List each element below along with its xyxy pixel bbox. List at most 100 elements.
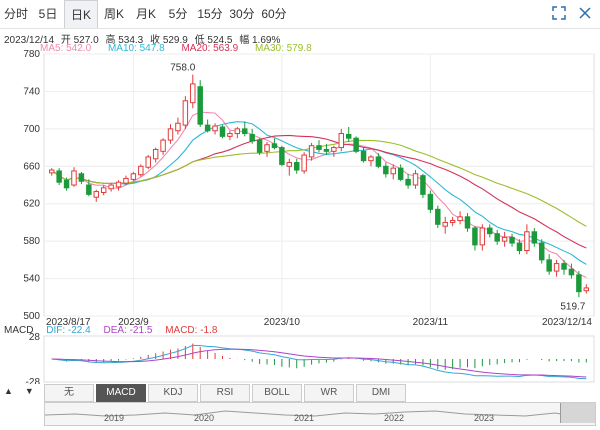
candle-body	[546, 259, 552, 272]
x-tick-label: 2023/12/14	[542, 317, 592, 328]
year-label: 2021	[294, 413, 315, 423]
candle-body	[145, 156, 151, 168]
amp-label: 幅	[239, 35, 250, 46]
candle-body	[175, 122, 181, 132]
dea-label: DEA: -21.5	[103, 325, 153, 336]
macd-legend: MACD DIF: -22.4 DEA: -21.5 MACD: -1.8	[4, 325, 227, 336]
fullscreen-icon[interactable]	[552, 6, 566, 20]
tab-3[interactable]: 周K	[103, 7, 124, 21]
y-tick-label: 740	[23, 86, 40, 97]
candle-body	[338, 133, 345, 149]
candle-body	[412, 173, 419, 186]
macd-tick-label: -28	[26, 377, 41, 384]
candle-info: 2023/12/14 开 527.0 高 534.3 收 529.9 低 524…	[4, 31, 284, 46]
low-annotation: 519.7	[560, 301, 585, 312]
tab-5[interactable]: 5分	[168, 7, 188, 21]
close-icon[interactable]	[578, 6, 592, 20]
candle-body	[86, 184, 92, 195]
candle-body	[56, 170, 62, 183]
candle-body	[479, 227, 486, 246]
candle-body	[576, 274, 582, 293]
year-label: 2019	[104, 413, 125, 423]
open-value: 527.0	[73, 35, 99, 46]
candle-body	[190, 83, 196, 104]
tab-4[interactable]: 月K	[135, 7, 156, 21]
candle-body	[583, 287, 590, 292]
low-label: 低	[194, 35, 205, 46]
ma30-label: MA30: 579.8	[254, 43, 312, 54]
candle-body	[383, 165, 389, 175]
candle-body	[323, 148, 330, 152]
candle-body	[568, 268, 575, 276]
dif-line	[51, 344, 587, 380]
candle-body	[494, 233, 500, 242]
down-arrow-icon[interactable]: ▼	[24, 386, 34, 396]
candle-body	[204, 124, 211, 132]
indicator-nav: ▲ ▼	[4, 386, 34, 396]
info-date: 2023/12/14	[4, 35, 55, 46]
candle-body	[212, 125, 218, 132]
candle-body	[427, 193, 434, 210]
candle-body	[271, 143, 278, 149]
indicator-tab-4[interactable]: BOLL	[252, 384, 302, 402]
candle-body	[420, 175, 426, 195]
candle-body	[130, 173, 137, 180]
dif-label: DIF: -22.4	[46, 325, 91, 336]
ma10-label: MA10: 547.8	[107, 43, 165, 54]
indicator-tab-3[interactable]: RSI	[200, 384, 250, 402]
candle-body	[78, 173, 85, 182]
y-tick-label: 620	[23, 199, 40, 210]
high-annotation: 758.0	[170, 63, 195, 74]
indicator-tab-1[interactable]: MACD	[96, 384, 146, 402]
macd-value-label: MACD: -1.8	[165, 325, 218, 336]
candle-body	[539, 242, 545, 261]
x-tick-label: 2023/10	[264, 317, 301, 328]
candle-body	[279, 147, 285, 165]
candle-body	[234, 128, 241, 135]
y-tick-label: 580	[23, 236, 40, 247]
up-arrow-icon[interactable]: ▲	[4, 386, 13, 396]
overview-line	[44, 410, 595, 419]
candle-body	[390, 167, 396, 175]
kline-chart[interactable]: 500 540 580 620 660 700 740 780 2023/8/17 2023/9 2…	[0, 0, 600, 384]
candle-body	[353, 137, 359, 152]
open-label: 开	[60, 35, 71, 46]
ma20-line	[51, 134, 587, 249]
close-label: 收	[150, 35, 161, 46]
candle-body	[487, 227, 493, 235]
candle-body	[553, 263, 560, 272]
candle-body	[93, 191, 99, 198]
candle-body	[442, 221, 448, 227]
tab-8[interactable]: 60分	[261, 7, 287, 21]
indicator-tab-6[interactable]: DMI	[356, 384, 406, 402]
candle-body	[115, 181, 122, 188]
tab-2[interactable]: 日K	[64, 0, 98, 28]
candle-body	[405, 178, 411, 186]
ma-legend: MA5: 542.0 MA10: 547.8 MA20: 563.9 MA30:…	[40, 43, 326, 54]
range-slider[interactable]	[44, 402, 596, 426]
top-icons	[552, 6, 592, 20]
candle-body	[516, 242, 523, 251]
indicator-tab-5[interactable]: WR	[304, 384, 354, 402]
macd-tick-label: 28	[29, 332, 41, 343]
candle-body	[561, 263, 567, 270]
indicator-tab-2[interactable]: KDJ	[148, 384, 198, 402]
indicator-tab-0[interactable]: 无	[44, 384, 94, 402]
year-label: 2023	[474, 413, 495, 423]
candle-body	[100, 187, 107, 193]
macd-frame	[43, 335, 595, 383]
candle-body	[301, 154, 307, 172]
candle-body	[219, 126, 226, 137]
tab-7[interactable]: 30分	[229, 7, 255, 21]
tab-6[interactable]: 15分	[197, 7, 223, 21]
candle-body	[397, 167, 404, 180]
tab-0[interactable]: 分时	[3, 7, 28, 21]
macd-title: MACD	[4, 325, 34, 336]
year-label: 2020	[194, 413, 215, 423]
candle-body	[316, 145, 322, 150]
slider-handle[interactable]	[560, 403, 595, 423]
candle-body	[197, 86, 203, 125]
dea-line	[51, 348, 587, 378]
high-label: 高	[105, 35, 116, 46]
tab-1[interactable]: 5日	[38, 7, 58, 21]
